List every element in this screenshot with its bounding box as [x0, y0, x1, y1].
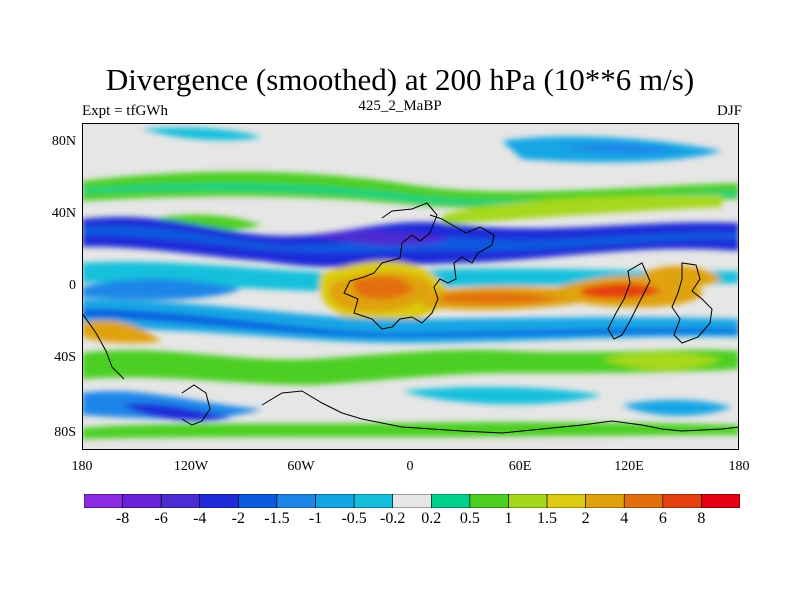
run-label: 425_2_MaBP [358, 98, 442, 114]
colorbar-swatch [392, 494, 432, 508]
colorbar-swatch [160, 494, 201, 508]
colorbar-swatch [353, 494, 394, 508]
colorbar-label: 4 [620, 510, 629, 527]
lat-label: 40N [51, 206, 76, 221]
colorbar-swatch [84, 494, 123, 508]
colorbar-swatch [238, 494, 278, 508]
map-border [82, 123, 739, 450]
lon-label: 120E [614, 459, 644, 474]
colorbar-label: 8 [697, 510, 706, 527]
lat-label: 80S [54, 425, 76, 440]
lon-label: 120W [173, 459, 209, 474]
colorbar-swatch [623, 494, 664, 508]
lon-label: 180 [71, 459, 93, 474]
colorbar-label: -1 [308, 510, 323, 527]
colorbar-label: 6 [658, 510, 667, 527]
colorbar-label: -6 [154, 510, 168, 527]
lon-label: 60E [508, 459, 532, 474]
lat-label: 80N [51, 134, 76, 149]
colorbar-label: -8 [115, 510, 130, 527]
colorbar-swatch [546, 494, 586, 508]
colorbar-swatch [199, 494, 239, 508]
chart-title: Divergence (smoothed) at 200 hPa (10**6 … [105, 62, 695, 97]
colorbar-swatch [662, 494, 702, 508]
colorbar-swatch [430, 494, 471, 508]
colorbar-swatch [585, 494, 625, 508]
colorbar-label: -4 [193, 510, 207, 527]
colorbar-label: -0.2 [380, 510, 406, 527]
season-label: DJF [716, 103, 742, 119]
colorbar-swatch [701, 494, 740, 508]
colorbar-label: 0.2 [421, 510, 442, 527]
colorbar-swatch [122, 494, 162, 508]
colorbar-label: 0.5 [459, 510, 480, 527]
lon-label: 0 [406, 459, 414, 474]
lat-label: 0 [69, 278, 76, 293]
colorbar-swatch [276, 494, 316, 508]
colorbar [84, 494, 740, 508]
colorbar-label: 1.5 [537, 510, 558, 527]
colorbar-label: -1.5 [264, 510, 290, 527]
map-field [82, 123, 739, 450]
colorbar-label: -2 [231, 510, 245, 527]
experiment-label: Expt = tfGWh [82, 103, 168, 119]
lat-label: 40S [54, 350, 76, 365]
colorbar-swatch [508, 494, 548, 508]
colorbar-label: 1 [504, 510, 513, 527]
lon-label: 60W [287, 459, 315, 474]
colorbar-label: -0.5 [341, 510, 367, 527]
lon-label: 180 [728, 459, 750, 474]
colorbar-label: 2 [581, 510, 590, 527]
map-plot [82, 123, 739, 450]
coastlines [82, 202, 739, 434]
colorbar-swatch [469, 494, 509, 508]
colorbar-swatch [315, 494, 355, 508]
